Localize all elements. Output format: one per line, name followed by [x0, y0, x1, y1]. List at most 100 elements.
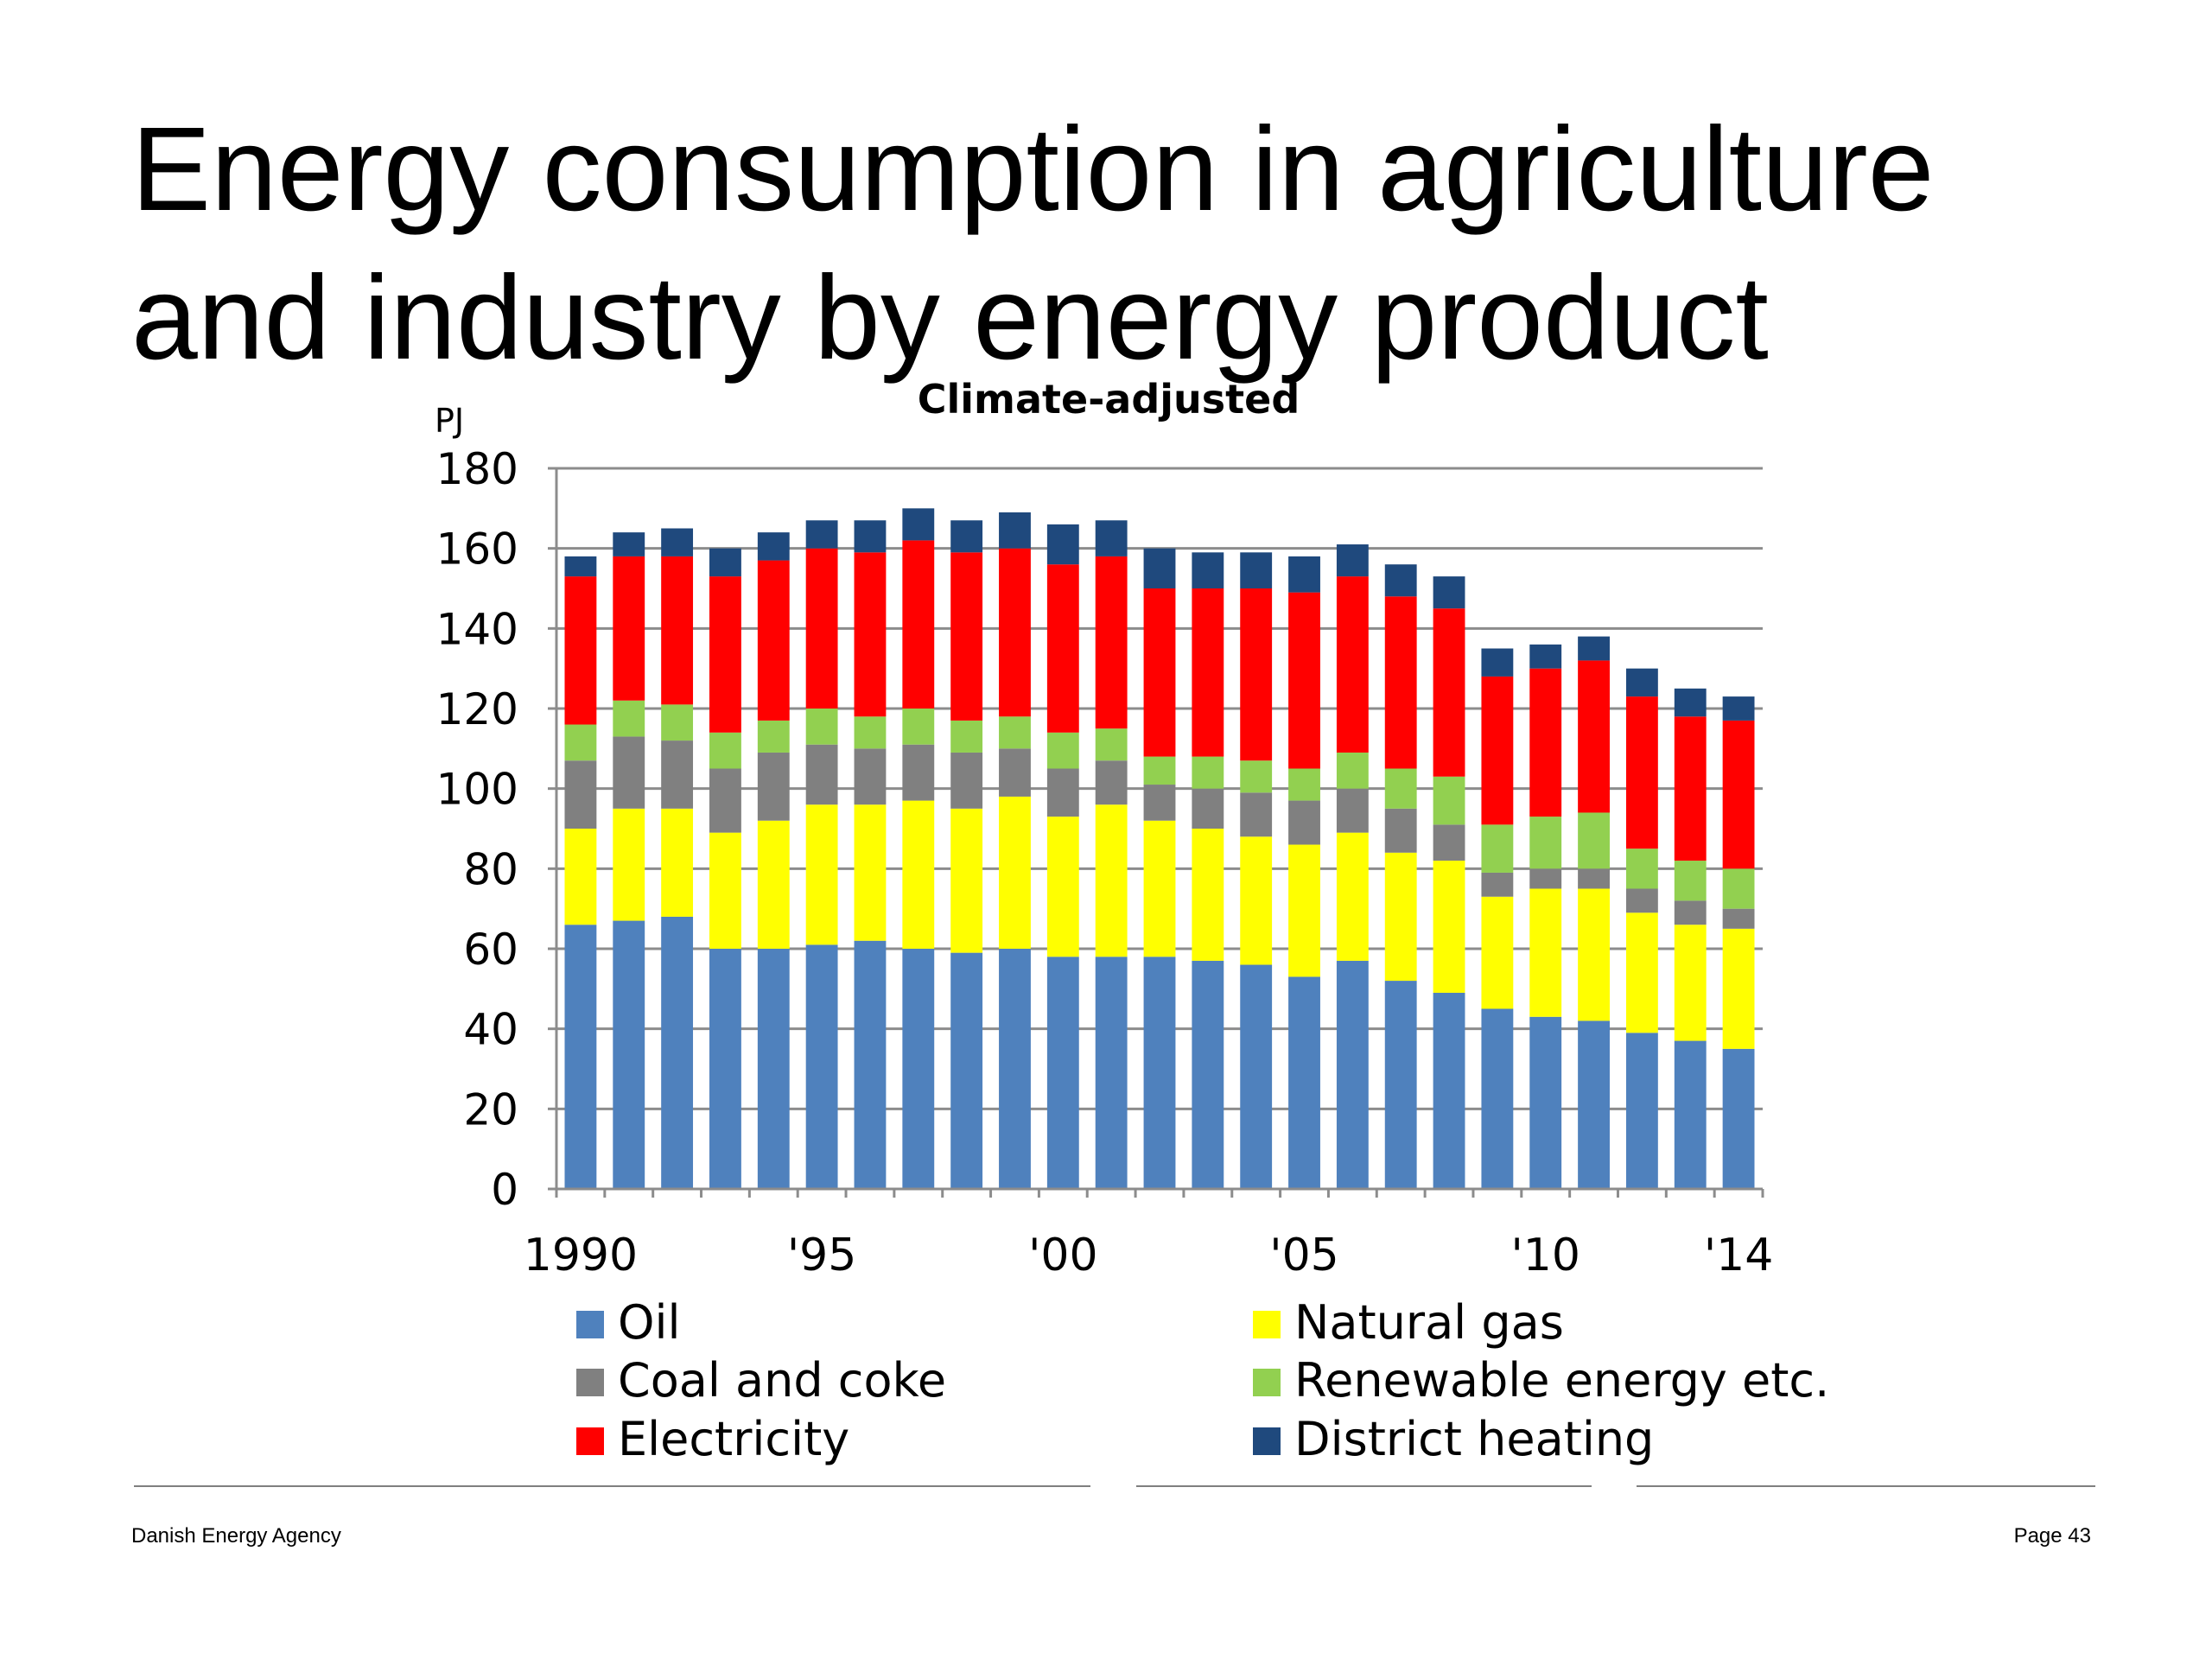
bar-segment — [1433, 992, 1465, 1189]
bar-segment — [1143, 957, 1176, 1189]
bar-segment — [613, 532, 645, 556]
bar-segment — [950, 520, 983, 553]
bar-segment — [1384, 852, 1417, 982]
bar-segment — [564, 760, 597, 829]
bar-segment — [1240, 588, 1273, 761]
y-tick-label: 60 — [463, 925, 518, 975]
bar-segment — [1240, 836, 1273, 965]
bar-segment — [999, 548, 1031, 717]
bar-segment — [1143, 588, 1176, 757]
bar-segment — [902, 709, 935, 745]
bars — [564, 508, 1755, 1189]
axes — [548, 467, 1764, 1198]
bar-segment — [854, 940, 887, 1189]
slide-title-line-1: Energy consumption in agriculture — [131, 103, 1935, 236]
legend-swatch — [576, 1427, 604, 1455]
bar-segment — [1192, 588, 1224, 757]
bar-segment — [902, 949, 935, 1189]
footer-organization: Danish Energy Agency — [131, 1524, 341, 1548]
bar-segment — [1095, 520, 1128, 556]
bar-segment — [757, 720, 790, 753]
bar-segment — [613, 556, 645, 701]
y-tick-label: 120 — [436, 684, 518, 734]
bar-segment — [1384, 564, 1417, 597]
bar-segment — [1095, 760, 1128, 805]
y-tick-label: 180 — [436, 444, 518, 494]
bar-segment — [1240, 552, 1273, 588]
bar-segment — [1095, 728, 1128, 761]
bar-segment — [1674, 925, 1707, 1041]
bar-segment — [1336, 832, 1369, 961]
bar-segment — [1095, 556, 1128, 729]
bar-segment — [709, 949, 741, 1189]
bar-segment — [1095, 804, 1128, 957]
bar-segment — [902, 508, 935, 541]
x-tick-label: 1990 — [524, 1230, 638, 1281]
bar-segment — [661, 556, 694, 705]
bar-segment — [1722, 868, 1755, 909]
bar-segment — [564, 724, 597, 761]
bar-segment — [1046, 732, 1079, 769]
bar-segment — [999, 796, 1031, 949]
bar-segment — [1674, 861, 1707, 901]
slide-title-line-2: and industry by energy product — [131, 251, 1769, 385]
x-tick-labels: 1990 '95 '00 '05 '10 '14 — [524, 1230, 1774, 1281]
bar-segment — [950, 952, 983, 1189]
bar-segment — [1192, 788, 1224, 829]
bar-segment — [1046, 957, 1079, 1189]
bar-segment — [661, 916, 694, 1189]
bar-segment — [1433, 608, 1465, 777]
bar-segment — [1288, 800, 1320, 845]
bar-segment — [1240, 792, 1273, 837]
bar-segment — [1529, 888, 1562, 1017]
bar-segment — [1481, 824, 1514, 873]
bar-segment — [1674, 716, 1707, 861]
bar-segment — [1288, 556, 1320, 593]
legend-swatch — [1253, 1427, 1281, 1455]
bar-segment — [661, 528, 694, 556]
bar-segment — [757, 560, 790, 721]
bar-segment — [999, 949, 1031, 1189]
bar-segment — [564, 576, 597, 725]
y-tick-label: 160 — [436, 524, 518, 575]
bar-segment — [1481, 648, 1514, 677]
bar-segment — [854, 716, 887, 749]
bar-segment — [1336, 576, 1369, 753]
bar-segment — [661, 704, 694, 741]
bar-segment — [1529, 668, 1562, 817]
bar-segment — [1384, 768, 1417, 809]
bar-segment — [1143, 548, 1176, 588]
bar-segment — [1578, 1020, 1610, 1189]
bar-segment — [950, 552, 983, 721]
y-tick-label: 20 — [463, 1084, 518, 1135]
legend-label: Oil — [618, 1295, 681, 1350]
bar-segment — [854, 804, 887, 941]
bar-segment — [1578, 636, 1610, 661]
bar-segment — [1529, 644, 1562, 669]
x-tick-label: '95 — [787, 1230, 856, 1281]
y-tick-label: 40 — [463, 1005, 518, 1055]
bar-segment — [1578, 868, 1610, 889]
bar-segment — [950, 720, 983, 753]
bar-segment — [805, 804, 838, 945]
bar-segment — [1578, 888, 1610, 1021]
x-tick-label: '10 — [1510, 1230, 1580, 1281]
bar-segment — [950, 752, 983, 809]
x-tick-label: '05 — [1269, 1230, 1338, 1281]
bar-segment — [1722, 696, 1755, 721]
bar-segment — [999, 716, 1031, 749]
bar-segment — [1288, 592, 1320, 769]
bar-segment — [564, 925, 597, 1189]
bar-segment — [1384, 981, 1417, 1189]
bar-segment — [1143, 756, 1176, 785]
bar-segment — [1625, 1033, 1658, 1189]
bar-segment — [1674, 900, 1707, 925]
bar-segment — [661, 741, 694, 809]
bar-segment — [854, 520, 887, 553]
bar-segment — [1674, 1040, 1707, 1189]
bar-segment — [1143, 820, 1176, 957]
bar-segment — [1578, 660, 1610, 813]
y-tick-label: 100 — [436, 765, 518, 815]
bar-segment — [1529, 868, 1562, 889]
